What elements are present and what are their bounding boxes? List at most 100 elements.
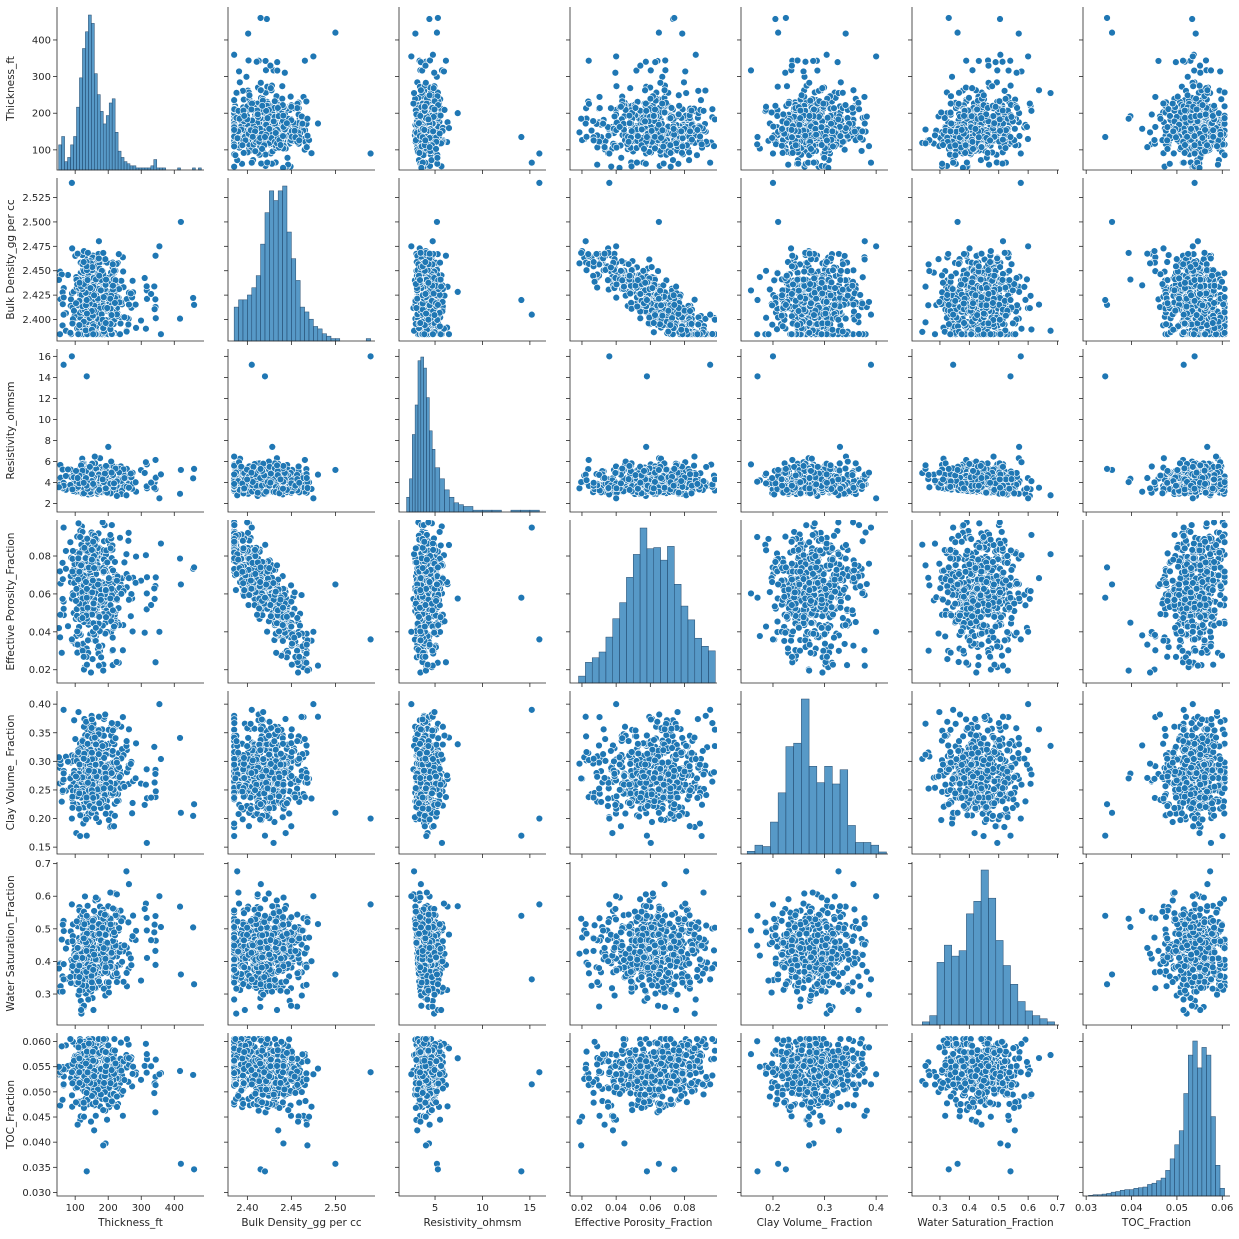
scatter-point [581,237,590,245]
scatter-point [659,142,667,151]
hist-bar [61,136,65,171]
scatter-point [99,249,107,257]
scatter-point [265,125,273,133]
scatter-point [244,56,253,65]
scatter-point [996,115,1004,124]
scatter-point [1190,149,1199,158]
scatter-point [958,126,966,134]
hist-bar [88,14,92,171]
scatter-point [155,242,164,251]
scatter-point [274,104,282,112]
scatter-point [425,15,434,23]
scatter-point [796,114,804,122]
scatter-point [701,86,710,95]
scatter-point [303,143,311,151]
scatter-point [595,93,604,101]
scatter-point [434,301,442,309]
scatter-point [1196,69,1204,77]
scatter-point [781,69,789,77]
scatter-point [1189,82,1197,90]
scatter-point [267,84,275,92]
scatter-point [74,330,82,338]
scatter-point [110,267,118,275]
scatter-point [647,66,655,75]
hist-bar [126,163,131,171]
scatter-point [685,148,693,157]
scatter-point [990,119,998,127]
scatter-point [658,126,667,134]
scatter-point [1202,56,1210,65]
hist-bar [242,299,248,342]
hist-bar [67,157,71,171]
scatter-point [436,322,444,331]
scatter-point [276,141,285,149]
scatter-point [670,14,678,22]
scatter-point [1220,102,1229,111]
scatter-point [1180,158,1188,167]
scatter-point [528,158,536,167]
scatter-point [640,145,648,153]
scatter-point [968,84,976,92]
hist-bar [264,212,270,342]
scatter-point [1183,91,1192,99]
scatter-point [1169,127,1177,136]
scatter-point [674,160,683,168]
scatter-point [230,96,238,104]
scatter-point [696,132,704,141]
scatter-point [147,290,155,298]
scatter-point [1220,88,1229,97]
scatter-point [681,67,689,76]
scatter-point [422,79,430,87]
scatter-point [57,276,63,284]
scatter-point [697,140,706,149]
scatter-point [287,103,295,111]
scatter-point [429,51,437,59]
scatter-point [1138,125,1146,133]
scatter-point [792,141,800,149]
scatter-point [240,112,248,120]
scatter-point [710,142,717,150]
scatter-point [817,123,826,131]
scatter-point [605,149,614,158]
scatter-point [641,279,649,287]
hist-bar [295,280,301,342]
scatter-point [263,158,271,167]
scatter-point [961,141,970,149]
scatter-point [996,51,1005,59]
scatter-point [425,143,434,151]
scatter-point [142,325,150,333]
scatter-point [283,119,291,127]
scatter-point [855,105,863,113]
scatter-point [628,127,636,135]
scatter-point [768,134,776,142]
scatter-point [1006,133,1015,141]
scatter-point [429,127,437,136]
scatter-point [809,57,817,65]
panel-0-3 [566,7,717,174]
scatter-point [636,290,645,298]
scatter-point [782,14,790,22]
scatter-point [921,125,930,134]
scatter-point [295,136,303,145]
scatter-point [965,94,973,102]
scatter-point [410,89,418,97]
hist-bar [313,326,319,342]
scatter-point [1188,15,1196,23]
scatter-point [59,293,68,302]
axis-spine [227,178,375,342]
scatter-point [436,129,444,138]
scatter-point [415,149,424,157]
scatter-point [454,109,462,117]
scatter-point [642,160,650,168]
scatter-point [1006,57,1014,65]
scatter-point [1192,105,1201,114]
hist-bar [76,106,80,171]
scatter-point [1163,123,1172,131]
scatter-point [670,301,678,309]
scatter-point [973,105,981,114]
scatter-point [1187,125,1195,133]
scatter-point [675,91,683,99]
panel-0-6 [1079,7,1230,174]
scatter-point [995,97,1004,105]
scatter-point [975,133,983,141]
